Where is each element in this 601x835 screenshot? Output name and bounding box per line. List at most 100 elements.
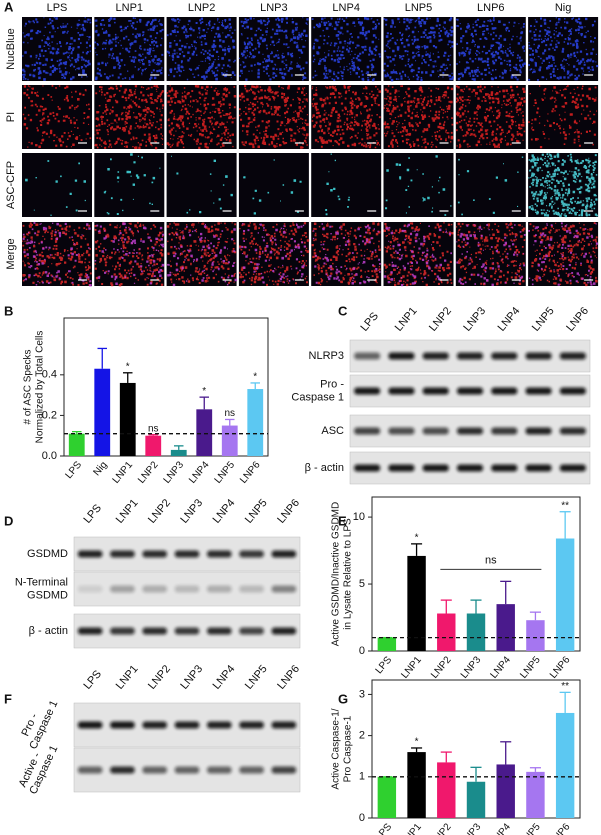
x-tick-label: LNP4 xyxy=(489,821,514,835)
blot-band xyxy=(422,427,449,435)
cells xyxy=(456,222,526,286)
cells xyxy=(528,17,599,81)
error-bar xyxy=(123,372,133,383)
error-bar xyxy=(470,766,482,782)
bar xyxy=(68,433,85,456)
lane-label: LNP6 xyxy=(564,305,591,334)
blot-band xyxy=(110,585,135,593)
error-bar xyxy=(72,430,82,434)
blot-band xyxy=(174,721,200,729)
bracket-label: ns xyxy=(485,554,497,566)
y-axis-label: # of ASC Specks xyxy=(23,349,34,424)
column-label: LNP4 xyxy=(332,2,360,14)
blot-band xyxy=(110,766,135,774)
blot-band xyxy=(525,352,552,360)
significance-label: ** xyxy=(561,681,569,692)
row-label: β - actin xyxy=(305,462,344,474)
blot-band xyxy=(491,464,518,472)
blot-band xyxy=(77,627,103,635)
y-axis-label: Active Caspase-1/ xyxy=(331,708,342,789)
column-label: LPS xyxy=(47,2,68,14)
x-tick-label: LNP5 xyxy=(518,821,543,835)
blot-band xyxy=(354,427,381,435)
x-tick-label: LNP6 xyxy=(238,459,263,486)
cells xyxy=(383,223,452,287)
blot-band xyxy=(491,387,518,395)
blot-band xyxy=(422,464,449,472)
bar xyxy=(437,613,456,651)
error-bar xyxy=(559,511,571,539)
row-label: GSDMD xyxy=(27,589,68,601)
cells xyxy=(239,85,309,149)
significance-label: * xyxy=(253,372,257,383)
cells xyxy=(311,222,381,286)
micrograph xyxy=(383,153,454,217)
bar xyxy=(526,620,545,651)
y-axis-label: Active GSDMD/Inactive GSDMD xyxy=(331,502,342,646)
bar xyxy=(496,604,515,651)
cells xyxy=(383,17,454,82)
row-label: ASC-CFP xyxy=(5,161,17,209)
blot-band xyxy=(354,352,381,360)
micrograph xyxy=(166,153,237,217)
cells xyxy=(528,153,598,218)
lane-label: LNP5 xyxy=(243,663,270,692)
error-bar xyxy=(440,751,452,763)
cells xyxy=(311,85,381,149)
blot-band xyxy=(271,627,297,635)
bar xyxy=(437,762,456,818)
blot-band xyxy=(388,387,415,395)
micrograph xyxy=(22,153,92,217)
cells xyxy=(238,17,309,81)
blot-band xyxy=(559,387,586,395)
lane-label: LPS xyxy=(81,502,104,526)
lane-label: LPS xyxy=(358,310,381,334)
bar xyxy=(221,425,238,456)
micrograph xyxy=(238,222,309,286)
blot-band xyxy=(207,627,232,635)
x-tick-label: LNP4 xyxy=(489,654,514,681)
bar xyxy=(145,435,162,456)
blot-band xyxy=(559,352,586,360)
blot-band xyxy=(207,550,232,558)
blot-band xyxy=(142,550,167,558)
cells xyxy=(455,17,526,81)
cells xyxy=(312,223,381,285)
x-tick-label: LNP2 xyxy=(136,459,161,486)
row-label: GSDMD xyxy=(27,548,68,560)
lane-label: LNP3 xyxy=(178,663,205,692)
column-label: LNP3 xyxy=(260,2,288,14)
blot-band xyxy=(271,585,297,593)
y-tick-label: 0 xyxy=(359,812,365,824)
blot-band xyxy=(239,766,264,774)
blot-band xyxy=(388,427,415,435)
micrograph xyxy=(166,222,237,286)
blot-band xyxy=(110,550,135,558)
blot-band xyxy=(174,585,200,593)
column-label: LNP6 xyxy=(477,2,505,14)
blot-band xyxy=(142,585,167,593)
micrograph xyxy=(455,153,526,217)
blot-band xyxy=(174,550,200,558)
blot-band xyxy=(110,721,135,729)
column-label: LNP5 xyxy=(405,2,433,14)
row-label: Caspase 1 xyxy=(291,391,344,403)
x-tick-label: LNP3 xyxy=(459,654,484,681)
error-bar xyxy=(559,691,571,713)
panel-letter: D xyxy=(4,513,13,528)
significance-label: * xyxy=(202,386,206,397)
bar xyxy=(555,712,575,818)
blot-band xyxy=(142,721,167,729)
panel-letter: G xyxy=(338,691,348,706)
blot-band xyxy=(354,464,381,472)
blot-band xyxy=(525,464,552,472)
bar xyxy=(170,449,187,456)
cells xyxy=(166,17,236,81)
x-tick-label: LNP6 xyxy=(548,654,573,681)
row-label: Merge xyxy=(5,238,17,269)
y-tick-label: 5 xyxy=(359,578,365,590)
bar xyxy=(119,382,136,456)
x-tick-label: LNP2 xyxy=(429,654,454,681)
error-bar xyxy=(440,599,452,614)
